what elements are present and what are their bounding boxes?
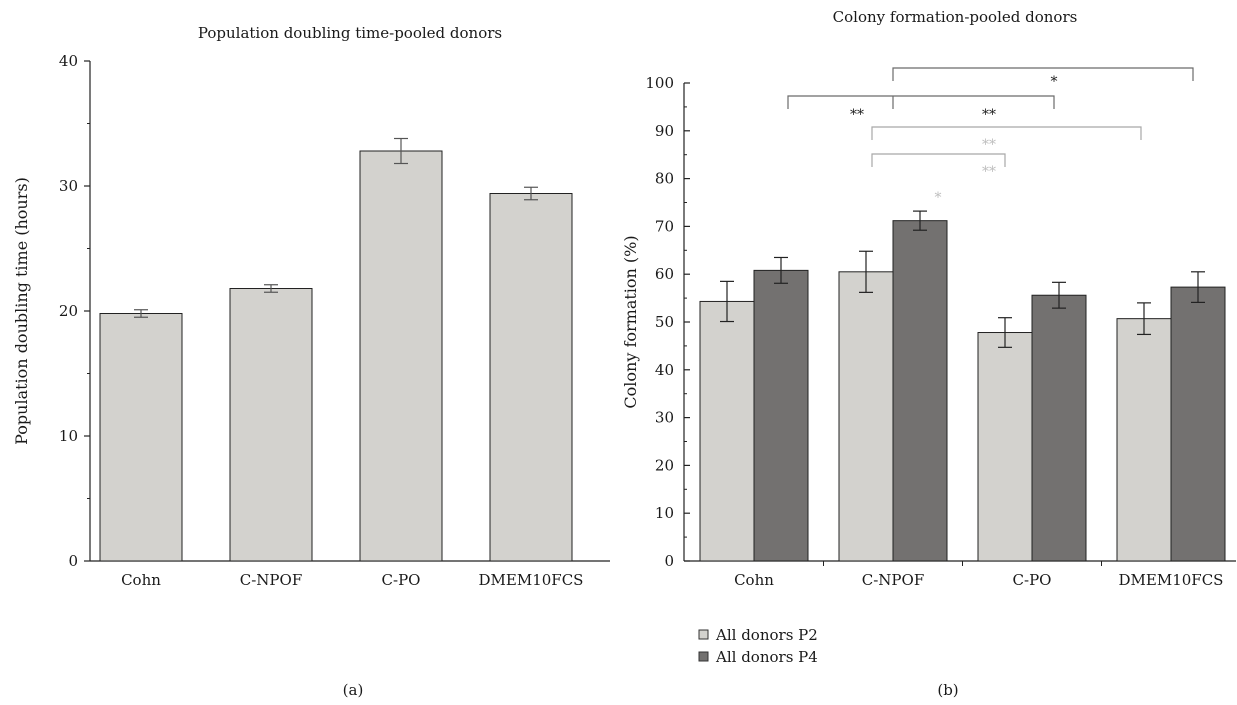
legend-label-p2: All donors P2 [715, 626, 818, 644]
chart-b-y-axis-label: Colony formation (%) [621, 235, 640, 408]
legend-swatch-p4 [698, 651, 709, 662]
chart-marks: 0 10 20 30 40 Cohn C-NPOF C-PO DMEM10FCS 0 10 20 30 4… [59, 52, 1236, 589]
chart-a-title: Population doubling time-pooled donors [198, 24, 502, 42]
chart-b-bar-series-2 [892, 220, 948, 562]
chart-b-y-tick-label: 100 [645, 74, 674, 92]
chart-b-x-tick-label: C-PO [1013, 571, 1052, 589]
chart-b-y-tick-label: 70 [655, 217, 674, 235]
significance-bracket [892, 67, 1194, 81]
significance-label: ** [982, 164, 996, 180]
legend-swatch-p2 [698, 629, 709, 640]
significance-label: ** [982, 137, 996, 153]
significance-bracket [787, 95, 1055, 109]
chart-a-bar [359, 150, 443, 562]
chart-a-panel-label: (a) [343, 681, 364, 699]
chart-b-y-tick-label: 60 [655, 265, 674, 283]
chart-a-y-tick-label: 40 [59, 52, 78, 70]
chart-a-y-tick-label: 20 [59, 302, 78, 320]
chart-b-y-tick-label: 0 [664, 552, 674, 570]
chart-b-y-tick-label: 40 [655, 361, 674, 379]
chart-b-bar-series-1 [1116, 318, 1172, 562]
chart-a-x-tick-label: DMEM10FCS [479, 571, 584, 589]
chart-a-x-tick-label: C-PO [382, 571, 421, 589]
chart-a-y-tick-label: 10 [59, 427, 78, 445]
chart-b-title: Colony formation-pooled donors [833, 8, 1078, 26]
significance-label: ** [982, 107, 996, 123]
chart-a-y-axis-label: Population doubling time (hours) [12, 177, 31, 445]
chart-a-bar [229, 288, 313, 562]
chart-b-bar-series-1 [977, 332, 1033, 562]
chart-b-x-tick-label: C-NPOF [862, 571, 924, 589]
chart-b-y-tick-label: 10 [655, 504, 674, 522]
chart-a-bar [489, 193, 573, 562]
significance-bracket [871, 126, 1142, 140]
chart-a-x-tick-label: Cohn [121, 571, 161, 589]
chart-b-y-tick-label: 50 [655, 313, 674, 331]
significance-label: * [935, 190, 942, 206]
chart-a-bar [99, 313, 183, 562]
chart-b-y-tick-label: 80 [655, 170, 674, 188]
chart-a-y-tick-label: 30 [59, 177, 78, 195]
significance-label: ** [850, 107, 864, 123]
chart-a-x-tick-label: C-NPOF [240, 571, 302, 589]
chart-a-y-tick-label: 0 [68, 552, 78, 570]
chart-b-x-tick-label: Cohn [734, 571, 774, 589]
chart-b-x-tick-label: DMEM10FCS [1119, 571, 1224, 589]
chart-b-y-tick-label: 30 [655, 409, 674, 427]
chart-b-y-tick-label: 90 [655, 122, 674, 140]
chart-b-bar-series-1 [838, 271, 894, 562]
chart-b-panel-label: (b) [937, 681, 958, 699]
legend-label-p4: All donors P4 [715, 648, 818, 666]
chart-b-y-tick-label: 20 [655, 456, 674, 474]
chart-b-bar-series-1 [699, 300, 755, 562]
chart-b-bar-series-2 [753, 269, 809, 562]
chart-b-bar-series-2 [1170, 286, 1226, 562]
chart-b-bar-series-2 [1031, 294, 1087, 562]
significance-bracket [871, 153, 1006, 167]
significance-label: * [1051, 74, 1058, 90]
